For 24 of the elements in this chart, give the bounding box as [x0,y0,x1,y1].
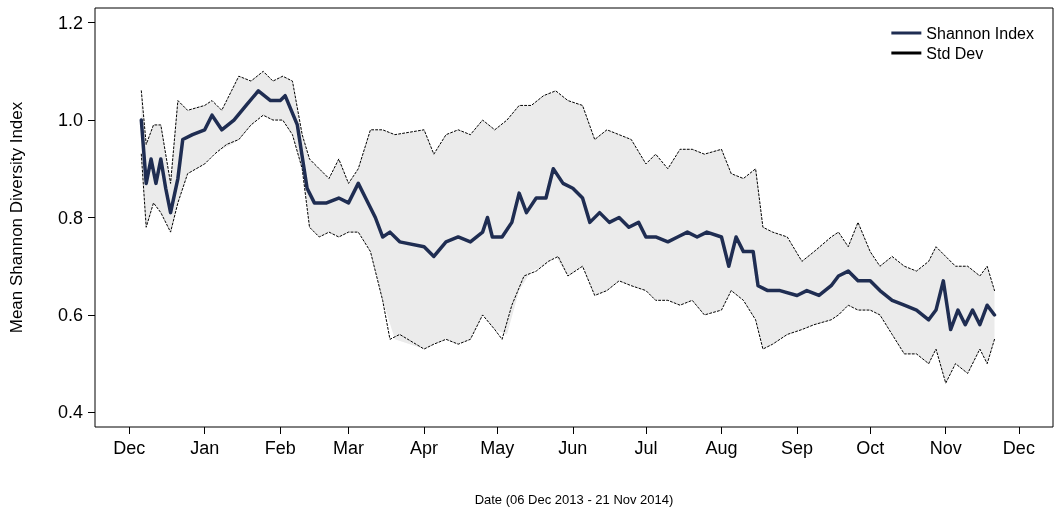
x-tick-label: Aug [705,438,738,458]
x-tick-label: Jun [558,438,588,458]
line-series [140,70,995,292]
x-tick-label: Oct [856,438,885,458]
y-tick-label: 0.8 [57,207,83,228]
y-tick-label: 1.0 [57,110,83,131]
y-tick-label: 1.2 [57,12,83,33]
x-tick-label: Dec [113,438,146,458]
x-axis-title: Date (06 Dec 2013 - 21 Nov 2014) [474,492,674,507]
x-tick-label: Feb [264,438,296,458]
x-tick-label: May [480,438,515,458]
x-tick-label: Nov [929,438,962,458]
x-tick-label: Sep [781,438,814,458]
y-axis-title: Mean Shannon Diversity Index [7,101,26,334]
x-tick-label: Apr [410,438,439,458]
line-series [139,89,997,332]
x-tick-label: Jan [190,438,220,458]
legend-label: Shannon Index [926,24,1035,42]
legend-label: Std Dev [926,44,984,62]
y-tick-label: 0.4 [57,402,83,423]
x-tick-label: Jul [634,438,658,458]
x-tick-label: Dec [1002,438,1035,458]
x-tick-label: Mar [333,438,365,458]
y-tick-label: 0.6 [57,304,83,325]
